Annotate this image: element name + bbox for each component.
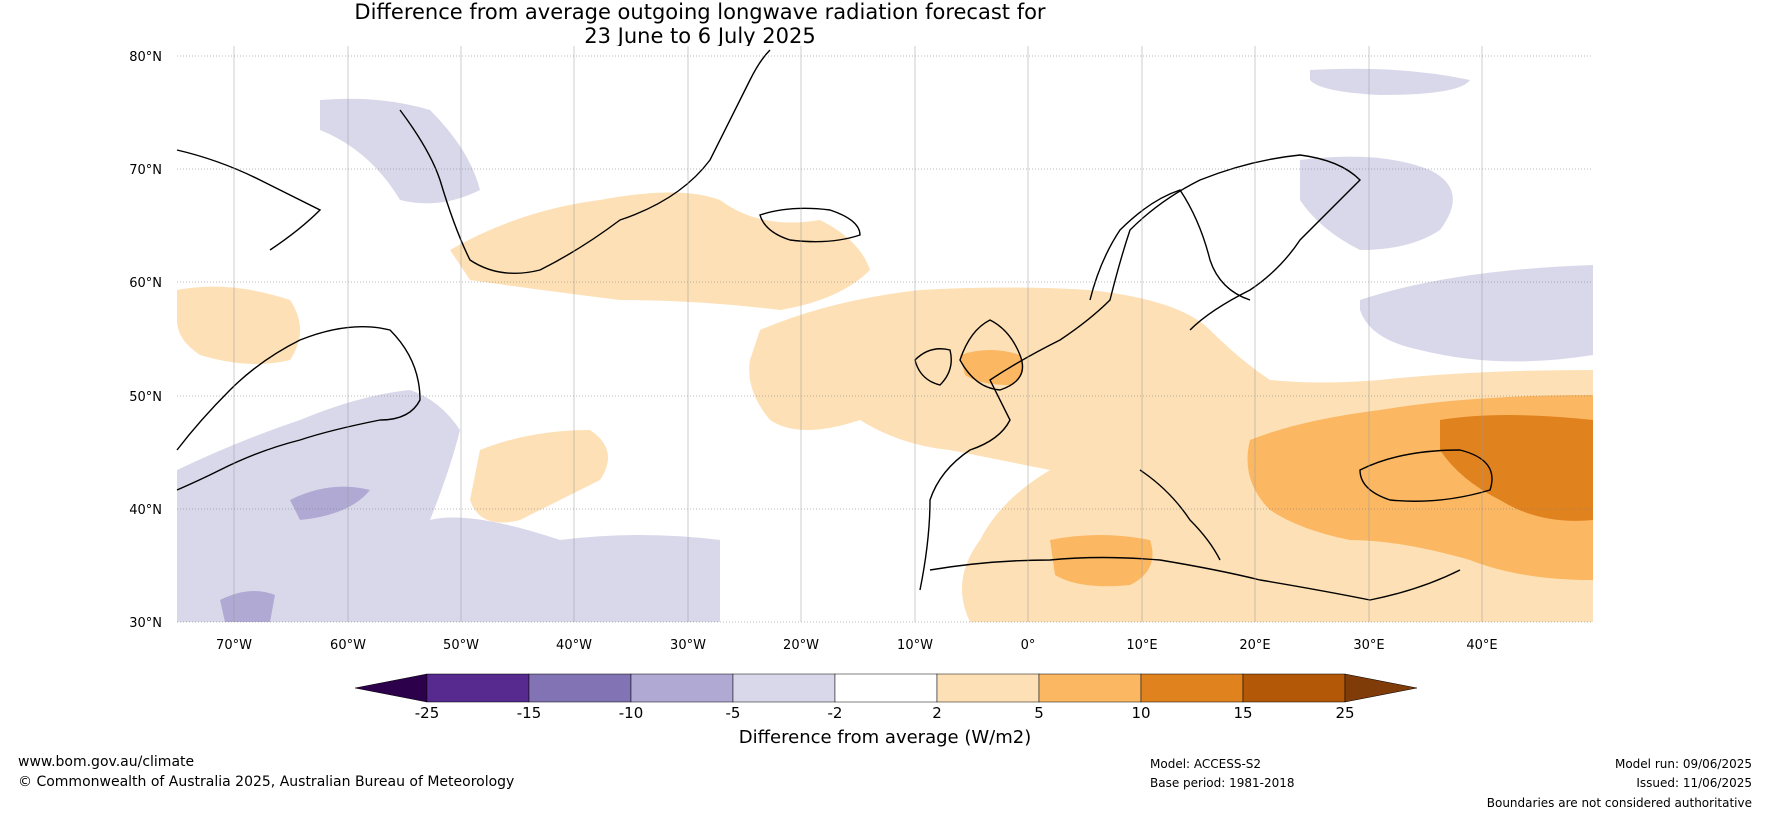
footer-copyright: © Commonwealth of Australia 2025, Austra…: [18, 774, 515, 790]
italy-coast: [1139, 469, 1221, 561]
colorbar-tick-label: 2: [932, 704, 942, 722]
colorbar-tick-label: 5: [1034, 704, 1044, 722]
lat-label-80n: 80°N: [129, 50, 162, 65]
positive-anomaly-nafrica: [1050, 535, 1153, 587]
colorbar-tick-label: -5: [726, 704, 741, 722]
positive-anomaly-caucasus: [1440, 415, 1593, 521]
lat-label-40n: 40°N: [129, 503, 162, 518]
mediterranean-coast: [929, 556, 1461, 601]
lon-label-10e: 10°E: [1126, 638, 1157, 653]
colorbar-tick-label: -2: [828, 704, 843, 722]
negative-anomaly-arctic: [1310, 68, 1470, 95]
positive-anomaly-iceland-sea: [450, 192, 870, 310]
lat-label-50n: 50°N: [129, 390, 162, 405]
europe-coast: [919, 154, 1361, 591]
positive-anomaly-labrador: [177, 286, 300, 364]
colorbar-segment: [426, 673, 530, 703]
lon-label-40w: 40°W: [556, 638, 592, 653]
colorbar-label: Difference from average (W/m2): [738, 727, 1032, 748]
lon-label-40e: 40°E: [1466, 638, 1497, 653]
lon-label-0: 0°: [1021, 638, 1036, 653]
lon-label-10w: 10°W: [897, 638, 933, 653]
lat-label-60n: 60°N: [129, 276, 162, 291]
colorbar-tick-label: 25: [1335, 704, 1354, 722]
footer-issued: Issued: 11/06/2025: [1636, 776, 1752, 790]
colorbar-min-extension: [354, 673, 428, 703]
colorbar-max-extension: [1344, 673, 1418, 703]
uk-coast: [959, 319, 1024, 391]
lon-label-60w: 60°W: [330, 638, 366, 653]
lon-label-20w: 20°W: [783, 638, 819, 653]
colorbar-tick-label: -25: [415, 704, 440, 722]
colorbar-tick-label: 15: [1233, 704, 1252, 722]
positive-anomaly-uk: [960, 350, 1024, 385]
negative-anomaly-darker: [290, 486, 370, 520]
colorbar: -25 -15 -10 -5 -2 2 5 10 15 25: [354, 673, 1418, 722]
colorbar-segment: [528, 673, 632, 703]
lat-label-70n: 70°N: [129, 163, 162, 178]
footer-disclaimer: Boundaries are not considered authoritat…: [1486, 796, 1752, 810]
anomaly-shading: [177, 68, 1593, 622]
lon-label-30e: 30°E: [1353, 638, 1384, 653]
ireland-coast: [914, 348, 952, 386]
lon-label-50w: 50°W: [443, 638, 479, 653]
footer-model-run: Model run: 09/06/2025: [1614, 757, 1752, 771]
lon-label-20e: 20°E: [1239, 638, 1270, 653]
colorbar-segment: [1038, 673, 1142, 703]
colorbar-segment: [936, 673, 1040, 703]
map-panel: [176, 46, 1593, 623]
title-line-2: 23 June to 6 July 2025: [584, 24, 816, 48]
negative-anomaly-russia: [1300, 156, 1453, 250]
lat-label-30n: 30°N: [129, 616, 162, 631]
north-america-coast: [176, 326, 421, 491]
blacksea-coast: [1359, 449, 1493, 502]
colorbar-tick-label: 10: [1131, 704, 1150, 722]
negative-anomaly-east: [1360, 265, 1593, 362]
colorbar-tick-label: -15: [517, 704, 542, 722]
negative-anomaly-greenland: [320, 98, 480, 204]
colorbar-tick-label: -10: [619, 704, 644, 722]
iceland-coast: [759, 207, 861, 243]
lon-label-70w: 70°W: [216, 638, 252, 653]
colorbar-segment: [732, 673, 836, 703]
scandinavia-coast: [1089, 189, 1251, 301]
negative-anomaly-nw-atlantic: [177, 390, 720, 622]
coastlines: [176, 49, 1493, 601]
colorbar-segment: [630, 673, 734, 703]
colorbar-segment: [1140, 673, 1244, 703]
footer-model: Model: ACCESS-S2: [1150, 757, 1262, 771]
lon-label-30w: 30°W: [670, 638, 706, 653]
baffin-coast: [176, 149, 322, 251]
latitude-labels: 80°N 70°N 60°N 50°N 40°N 30°N: [129, 50, 162, 631]
colorbar-ticks: -25 -15 -10 -5 -2 2 5 10 15 25: [415, 704, 1355, 722]
colorbar-segment: [1242, 673, 1346, 703]
longitude-labels: 70°W 60°W 50°W 40°W 30°W 20°W 10°W 0° 10…: [216, 638, 1498, 653]
colorbar-segments: [426, 673, 1346, 703]
map-title: Difference from average outgoing longwav…: [0, 0, 1400, 48]
footer-base-period: Base period: 1981-2018: [1150, 776, 1295, 790]
footer-site: www.bom.gov.au/climate: [18, 754, 195, 770]
colorbar-segment: [834, 673, 938, 703]
title-line-1: Difference from average outgoing longwav…: [354, 0, 1046, 24]
graticule: [177, 46, 1593, 623]
greenland-coast: [399, 49, 771, 275]
positive-anomaly-midatlantic: [470, 430, 608, 523]
